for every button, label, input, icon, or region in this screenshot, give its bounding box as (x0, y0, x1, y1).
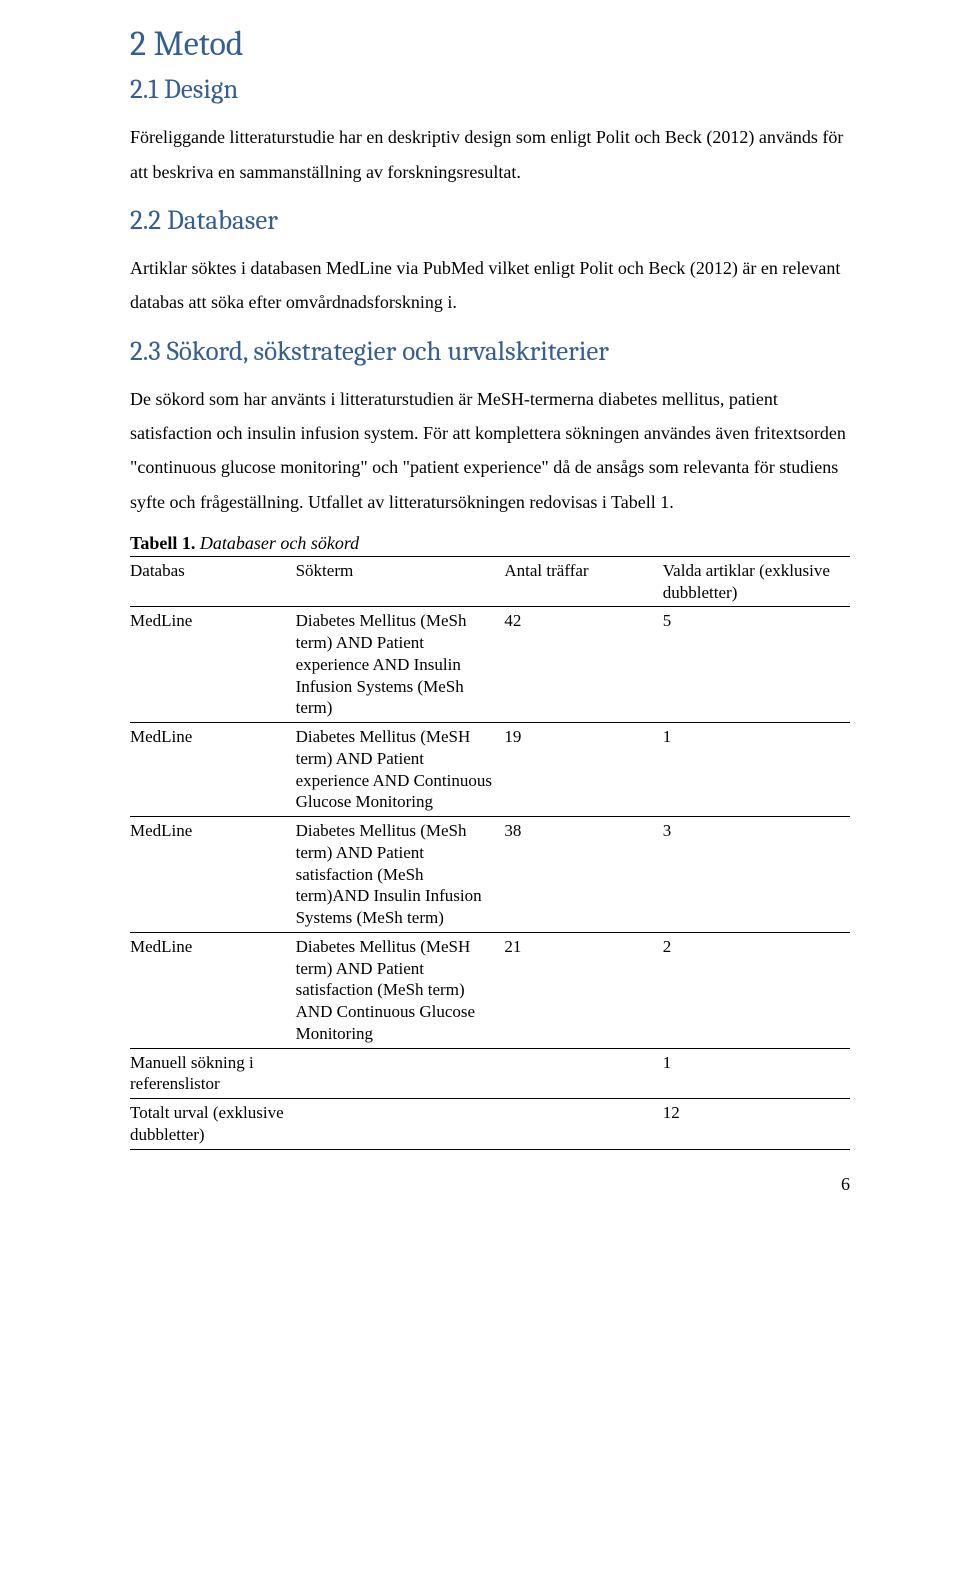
table-row: Totalt urval (exklusive dubbletter) 12 (130, 1099, 850, 1150)
heading-sokord: 2.3 Sökord, sökstrategier och urvalskrit… (130, 334, 850, 370)
table-row: MedLine Diabetes Mellitus (MeSh term) AN… (130, 607, 850, 723)
table-cell: MedLine (130, 607, 296, 723)
table-header-sokterm: Sökterm (296, 556, 505, 607)
table-cell: 3 (663, 817, 850, 933)
paragraph-databaser: Artiklar söktes i databasen MedLine via … (130, 251, 850, 319)
table-cell: 19 (504, 723, 662, 817)
table-cell (296, 1099, 505, 1150)
table-row: MedLine Diabetes Mellitus (MeSH term) AN… (130, 932, 850, 1048)
table-header-row: Databas Sökterm Antal träffar Valda arti… (130, 556, 850, 607)
table-cell: 42 (504, 607, 662, 723)
table-cell: Manuell sökning i referenslistor (130, 1048, 296, 1099)
search-table: Databas Sökterm Antal träffar Valda arti… (130, 556, 850, 1150)
table-cell: 1 (663, 723, 850, 817)
heading-design: 2.1 Design (130, 72, 850, 108)
table-cell (504, 1048, 662, 1099)
heading-metod: 2 Metod (130, 24, 850, 64)
table-cell: 1 (663, 1048, 850, 1099)
table-cell: Diabetes Mellitus (MeSh term) AND Patien… (296, 817, 505, 933)
table-caption-text: Databaser och sökord (195, 533, 359, 553)
table-body: MedLine Diabetes Mellitus (MeSh term) AN… (130, 607, 850, 1149)
table-cell (296, 1048, 505, 1099)
table-header-databas: Databas (130, 556, 296, 607)
table-row: Manuell sökning i referenslistor 1 (130, 1048, 850, 1099)
table-header-valda: Valda artiklar (exklusive dubbletter) (663, 556, 850, 607)
paragraph-sokord: De sökord som har använts i litteraturst… (130, 382, 850, 519)
table-cell: 2 (663, 932, 850, 1048)
table-cell: MedLine (130, 817, 296, 933)
table-header-antal: Antal träffar (504, 556, 662, 607)
table-cell: Diabetes Mellitus (MeSh term) AND Patien… (296, 607, 505, 723)
table-cell: 5 (663, 607, 850, 723)
table-cell (504, 1099, 662, 1150)
table-cell: 21 (504, 932, 662, 1048)
table-cell: Totalt urval (exklusive dubbletter) (130, 1099, 296, 1150)
table-cell: 12 (663, 1099, 850, 1150)
table-caption: Tabell 1. Databaser och sökord (130, 533, 850, 554)
table-cell: 38 (504, 817, 662, 933)
table-caption-label: Tabell 1. (130, 533, 195, 553)
table-row: MedLine Diabetes Mellitus (MeSh term) AN… (130, 817, 850, 933)
heading-databaser: 2.2 Databaser (130, 203, 850, 239)
paragraph-design: Föreliggande litteraturstudie har en des… (130, 120, 850, 188)
page-number: 6 (130, 1174, 850, 1195)
table-row: MedLine Diabetes Mellitus (MeSH term) AN… (130, 723, 850, 817)
document-page: 2 Metod 2.1 Design Föreliggande litterat… (0, 0, 960, 1235)
table-cell: Diabetes Mellitus (MeSH term) AND Patien… (296, 932, 505, 1048)
table-cell: MedLine (130, 932, 296, 1048)
table-cell: MedLine (130, 723, 296, 817)
table-cell: Diabetes Mellitus (MeSH term) AND Patien… (296, 723, 505, 817)
